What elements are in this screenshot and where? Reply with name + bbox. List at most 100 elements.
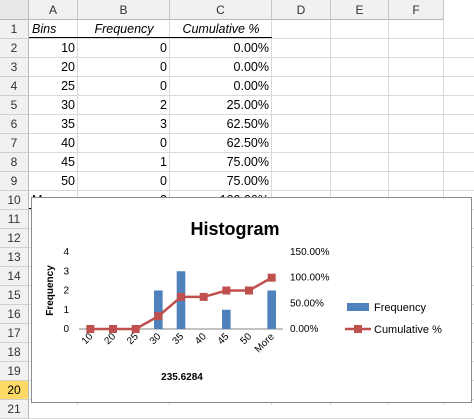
- y-axis-title: Frequency: [45, 265, 56, 316]
- y-tick-label: 1: [63, 305, 69, 316]
- cumulative-point: [245, 286, 253, 295]
- gridline-horizontal: [29, 190, 474, 191]
- gridline-horizontal: [29, 114, 474, 115]
- y2-tick-label: 150.00%: [290, 247, 330, 258]
- x-tick-label: 35: [170, 331, 186, 347]
- select-all-corner[interactable]: [0, 0, 29, 20]
- y-tick-label: 4: [63, 247, 69, 258]
- row-header-13[interactable]: 13: [0, 248, 29, 267]
- table-header-border: [29, 37, 272, 38]
- y-tick-label: 0: [63, 324, 69, 335]
- x-tick-label: 30: [148, 331, 164, 347]
- x-tick-label: 25: [125, 331, 141, 347]
- y-tick-label: 2: [63, 286, 69, 297]
- gridline-horizontal: [29, 76, 474, 77]
- gridline-horizontal: [29, 152, 474, 153]
- cumulative-point: [109, 325, 117, 333]
- cell-frequency[interactable]: 2: [160, 98, 167, 112]
- column-header-f[interactable]: F: [389, 0, 444, 20]
- column-header-c[interactable]: C: [170, 0, 272, 20]
- cell-bin[interactable]: 45: [61, 155, 75, 169]
- cumulative-point: [199, 292, 208, 301]
- cell-bin[interactable]: 35: [61, 117, 75, 131]
- cell-cumulative[interactable]: 0.00%: [233, 41, 269, 55]
- cumulative-point: [131, 325, 140, 333]
- chart-canvas: Histogram 0 1 2 3 4 0.00% 50.00% 100.00% 150.00% F…: [45, 219, 442, 383]
- gridline-horizontal: [29, 38, 474, 39]
- row-header-19[interactable]: 19: [0, 362, 29, 381]
- cell-cumulative[interactable]: 75.00%: [226, 155, 269, 169]
- y2-tick-label: 50.00%: [290, 298, 324, 309]
- x-axis-title: 235.6284: [161, 372, 203, 383]
- header-bins[interactable]: Bins: [32, 22, 57, 36]
- cell-frequency[interactable]: 0: [160, 79, 167, 93]
- x-tick-label: 40: [193, 331, 209, 347]
- cumulative-point: [154, 312, 163, 321]
- column-header-b[interactable]: B: [78, 0, 170, 20]
- column-header-e[interactable]: E: [331, 0, 389, 20]
- legend-cumulative-marker: [354, 325, 362, 333]
- x-tick-label: 10: [80, 331, 96, 347]
- row-header-17[interactable]: 17: [0, 324, 29, 343]
- row-header-16[interactable]: 16: [0, 305, 29, 324]
- frequency-bar: [222, 309, 231, 329]
- header-cumulative[interactable]: Cumulative %: [182, 22, 260, 36]
- row-header-21[interactable]: 21: [0, 400, 29, 419]
- row-header-15[interactable]: 15: [0, 286, 29, 305]
- row-header-7[interactable]: 7: [0, 134, 29, 153]
- row-header-11[interactable]: 11: [0, 210, 29, 229]
- cell-bin[interactable]: 30: [61, 98, 75, 112]
- cell-cumulative[interactable]: 75.00%: [226, 174, 269, 188]
- cell-bin[interactable]: 50: [61, 174, 75, 188]
- x-tick-label: More: [253, 331, 277, 355]
- frequency-bar: [154, 290, 163, 329]
- cell-frequency[interactable]: 0: [160, 174, 167, 188]
- cell-bin[interactable]: 40: [61, 136, 75, 150]
- cumulative-point: [86, 325, 95, 333]
- row-header-14[interactable]: 14: [0, 267, 29, 286]
- cell-frequency[interactable]: 3: [160, 117, 167, 131]
- legend-frequency-label: Frequency: [374, 302, 426, 314]
- cumulative-point: [222, 286, 231, 295]
- y-tick-label: 3: [63, 266, 69, 277]
- row-header-8[interactable]: 8: [0, 153, 29, 172]
- cumulative-point: [177, 292, 185, 301]
- row-header-18[interactable]: 18: [0, 343, 29, 362]
- header-frequency[interactable]: Frequency: [94, 22, 154, 36]
- cell-bin[interactable]: 10: [61, 41, 75, 55]
- cell-cumulative[interactable]: 0.00%: [233, 79, 269, 93]
- x-tick-label: 50: [238, 331, 254, 347]
- row-header-3[interactable]: 3: [0, 58, 29, 77]
- row-header-4[interactable]: 4: [0, 77, 29, 96]
- gridline-horizontal: [29, 133, 474, 134]
- cell-frequency[interactable]: 0: [160, 41, 167, 55]
- row-header-2[interactable]: 2: [0, 39, 29, 58]
- row-header-10[interactable]: 10: [0, 191, 29, 210]
- column-header-a[interactable]: A: [29, 0, 78, 20]
- column-header-d[interactable]: D: [272, 0, 331, 20]
- row-header-20[interactable]: 20: [0, 381, 29, 400]
- row-header-5[interactable]: 5: [0, 96, 29, 115]
- row-header-9[interactable]: 9: [0, 172, 29, 191]
- cell-frequency[interactable]: 1: [160, 155, 167, 169]
- chart-title: Histogram: [190, 219, 279, 239]
- cell-frequency[interactable]: 0: [160, 136, 167, 150]
- gridline-horizontal: [29, 57, 474, 58]
- legend-cumulative-label: Cumulative %: [374, 324, 442, 336]
- row-header-1[interactable]: 1: [0, 20, 29, 39]
- cell-cumulative[interactable]: 62.50%: [226, 117, 269, 131]
- cell-cumulative[interactable]: 62.50%: [226, 136, 269, 150]
- frequency-bar: [267, 290, 276, 329]
- cumulative-point: [267, 273, 276, 282]
- cell-cumulative[interactable]: 0.00%: [233, 60, 269, 74]
- row-header-12[interactable]: 12: [0, 229, 29, 248]
- gridline-horizontal: [29, 95, 474, 96]
- histogram-chart[interactable]: Histogram 0 1 2 3 4 0.00% 50.00% 100.00% 150.00% F…: [31, 197, 472, 403]
- row-header-6[interactable]: 6: [0, 115, 29, 134]
- cell-bin[interactable]: 20: [61, 60, 75, 74]
- cell-frequency[interactable]: 0: [160, 60, 167, 74]
- x-tick-label: 20: [102, 331, 118, 347]
- cell-cumulative[interactable]: 25.00%: [226, 98, 269, 112]
- cell-bin[interactable]: 25: [61, 79, 75, 93]
